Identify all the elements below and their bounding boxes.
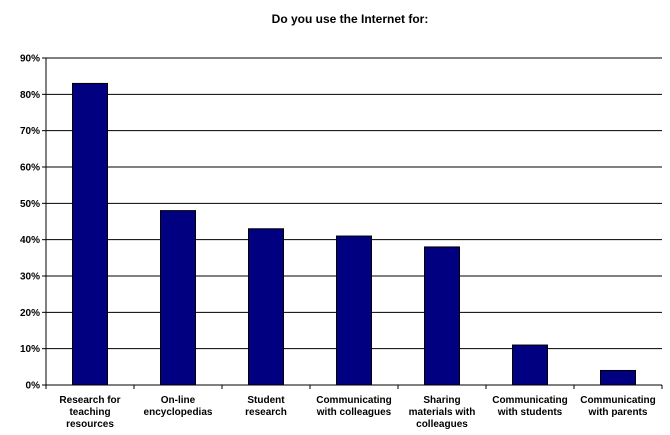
x-category-label: Student research [245,395,287,418]
y-tick-label: 0% [26,381,41,392]
bar [160,210,196,386]
x-category-label: On-line encyclopedias [144,395,213,418]
axes [42,57,663,389]
x-category-label: Communicating with students [492,395,568,418]
y-tick-label: 20% [20,308,40,319]
y-tick-label: 80% [20,90,40,101]
x-category-label: Sharing materials with colleagues [409,395,476,430]
x-category-labels: Research for teaching resources On-line ency… [59,395,655,430]
y-tick-label: 30% [20,272,40,283]
bar [424,246,460,386]
y-tick-labels: 0% 10% 20% 30% 40% 50% 60% 70% 80% 90% [20,54,40,392]
y-tick-label: 90% [20,54,40,65]
y-tick-label: 10% [20,344,40,355]
bar [336,235,372,386]
y-tick-label: 70% [20,126,40,137]
bars [72,82,636,386]
y-tick-label: 50% [20,199,40,210]
bar [72,82,108,386]
y-tick-label: 40% [20,235,40,246]
chart-title: Do you use the Internet for: [272,12,429,26]
bar [248,228,284,386]
bar [600,369,636,386]
x-category-label: Communicating with parents [580,395,656,418]
bar [512,344,548,386]
x-category-label: Research for teaching resources [59,395,120,430]
x-category-label: Communicating with colleagues [316,395,392,418]
gridlines [46,57,662,350]
y-tick-label: 60% [20,163,40,174]
